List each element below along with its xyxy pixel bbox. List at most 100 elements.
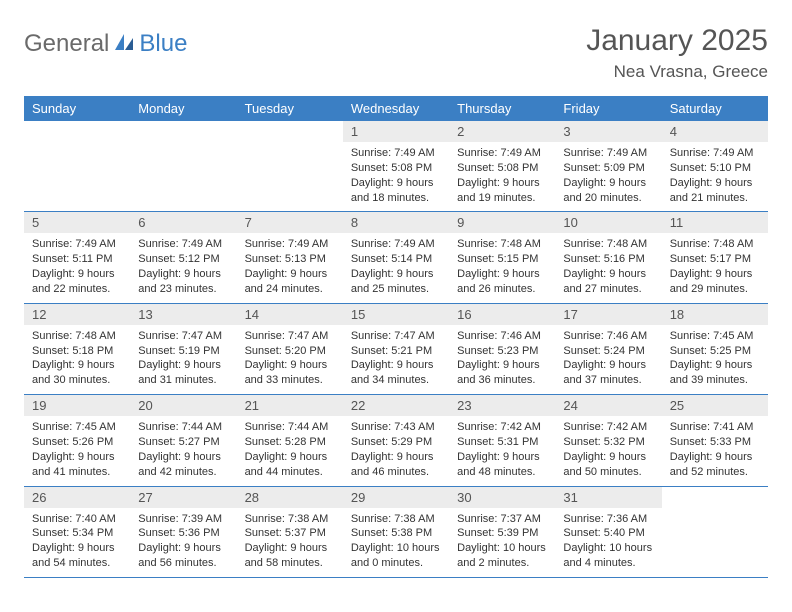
day-number: 26	[24, 487, 130, 508]
day-number: 6	[130, 212, 236, 233]
calendar-cell	[24, 121, 130, 212]
day-content: Sunrise: 7:48 AMSunset: 5:18 PMDaylight:…	[24, 325, 130, 394]
calendar-cell: 21Sunrise: 7:44 AMSunset: 5:28 PMDayligh…	[237, 395, 343, 486]
day-number: 31	[555, 487, 661, 508]
day-content: Sunrise: 7:45 AMSunset: 5:25 PMDaylight:…	[662, 325, 768, 394]
day-content: Sunrise: 7:49 AMSunset: 5:08 PMDaylight:…	[449, 142, 555, 211]
calendar-cell: 31Sunrise: 7:36 AMSunset: 5:40 PMDayligh…	[555, 486, 661, 577]
day-number: 27	[130, 487, 236, 508]
logo-text-2: Blue	[139, 30, 187, 58]
day-header: Sunday	[24, 96, 130, 121]
day-number: 5	[24, 212, 130, 233]
day-content: Sunrise: 7:49 AMSunset: 5:14 PMDaylight:…	[343, 233, 449, 302]
day-number: 3	[555, 121, 661, 142]
calendar-cell: 22Sunrise: 7:43 AMSunset: 5:29 PMDayligh…	[343, 395, 449, 486]
calendar-body: 1Sunrise: 7:49 AMSunset: 5:08 PMDaylight…	[24, 121, 768, 577]
calendar-cell: 9Sunrise: 7:48 AMSunset: 5:15 PMDaylight…	[449, 212, 555, 303]
day-content: Sunrise: 7:48 AMSunset: 5:17 PMDaylight:…	[662, 233, 768, 302]
calendar-cell: 15Sunrise: 7:47 AMSunset: 5:21 PMDayligh…	[343, 303, 449, 394]
calendar-week-row: 19Sunrise: 7:45 AMSunset: 5:26 PMDayligh…	[24, 395, 768, 486]
day-content: Sunrise: 7:48 AMSunset: 5:15 PMDaylight:…	[449, 233, 555, 302]
day-content: Sunrise: 7:47 AMSunset: 5:21 PMDaylight:…	[343, 325, 449, 394]
calendar-cell: 18Sunrise: 7:45 AMSunset: 5:25 PMDayligh…	[662, 303, 768, 394]
calendar-cell: 14Sunrise: 7:47 AMSunset: 5:20 PMDayligh…	[237, 303, 343, 394]
day-content: Sunrise: 7:39 AMSunset: 5:36 PMDaylight:…	[130, 508, 236, 577]
day-content: Sunrise: 7:38 AMSunset: 5:38 PMDaylight:…	[343, 508, 449, 577]
day-content: Sunrise: 7:47 AMSunset: 5:19 PMDaylight:…	[130, 325, 236, 394]
day-number: 17	[555, 304, 661, 325]
location: Nea Vrasna, Greece	[586, 62, 768, 82]
day-number	[237, 121, 343, 142]
day-content: Sunrise: 7:44 AMSunset: 5:28 PMDaylight:…	[237, 416, 343, 485]
day-content: Sunrise: 7:49 AMSunset: 5:13 PMDaylight:…	[237, 233, 343, 302]
calendar-header-row: SundayMondayTuesdayWednesdayThursdayFrid…	[24, 96, 768, 121]
day-content: Sunrise: 7:49 AMSunset: 5:09 PMDaylight:…	[555, 142, 661, 211]
calendar-cell: 13Sunrise: 7:47 AMSunset: 5:19 PMDayligh…	[130, 303, 236, 394]
logo: General Blue	[24, 30, 187, 58]
month-title: January 2025	[586, 24, 768, 58]
day-number: 8	[343, 212, 449, 233]
day-header: Saturday	[662, 96, 768, 121]
calendar-cell: 7Sunrise: 7:49 AMSunset: 5:13 PMDaylight…	[237, 212, 343, 303]
calendar-cell: 10Sunrise: 7:48 AMSunset: 5:16 PMDayligh…	[555, 212, 661, 303]
day-content: Sunrise: 7:47 AMSunset: 5:20 PMDaylight:…	[237, 325, 343, 394]
day-number: 24	[555, 395, 661, 416]
day-number: 2	[449, 121, 555, 142]
calendar-table: SundayMondayTuesdayWednesdayThursdayFrid…	[24, 96, 768, 578]
calendar-cell: 30Sunrise: 7:37 AMSunset: 5:39 PMDayligh…	[449, 486, 555, 577]
calendar-cell: 24Sunrise: 7:42 AMSunset: 5:32 PMDayligh…	[555, 395, 661, 486]
calendar-cell: 1Sunrise: 7:49 AMSunset: 5:08 PMDaylight…	[343, 121, 449, 212]
calendar-cell	[130, 121, 236, 212]
day-number: 1	[343, 121, 449, 142]
day-content: Sunrise: 7:42 AMSunset: 5:32 PMDaylight:…	[555, 416, 661, 485]
day-content: Sunrise: 7:38 AMSunset: 5:37 PMDaylight:…	[237, 508, 343, 577]
day-content: Sunrise: 7:49 AMSunset: 5:08 PMDaylight:…	[343, 142, 449, 211]
day-number: 11	[662, 212, 768, 233]
day-content: Sunrise: 7:43 AMSunset: 5:29 PMDaylight:…	[343, 416, 449, 485]
day-header: Thursday	[449, 96, 555, 121]
day-content: Sunrise: 7:44 AMSunset: 5:27 PMDaylight:…	[130, 416, 236, 485]
day-number: 9	[449, 212, 555, 233]
day-content: Sunrise: 7:37 AMSunset: 5:39 PMDaylight:…	[449, 508, 555, 577]
calendar-cell: 16Sunrise: 7:46 AMSunset: 5:23 PMDayligh…	[449, 303, 555, 394]
day-number	[662, 487, 768, 508]
day-header: Monday	[130, 96, 236, 121]
calendar-cell: 27Sunrise: 7:39 AMSunset: 5:36 PMDayligh…	[130, 486, 236, 577]
calendar-cell	[662, 486, 768, 577]
day-number: 19	[24, 395, 130, 416]
day-number	[24, 121, 130, 142]
calendar-cell: 4Sunrise: 7:49 AMSunset: 5:10 PMDaylight…	[662, 121, 768, 212]
calendar-cell: 25Sunrise: 7:41 AMSunset: 5:33 PMDayligh…	[662, 395, 768, 486]
header: General Blue January 2025 Nea Vrasna, Gr…	[24, 24, 768, 82]
calendar-week-row: 12Sunrise: 7:48 AMSunset: 5:18 PMDayligh…	[24, 303, 768, 394]
calendar-cell: 8Sunrise: 7:49 AMSunset: 5:14 PMDaylight…	[343, 212, 449, 303]
day-number: 15	[343, 304, 449, 325]
calendar-week-row: 26Sunrise: 7:40 AMSunset: 5:34 PMDayligh…	[24, 486, 768, 577]
day-number: 16	[449, 304, 555, 325]
calendar-cell: 28Sunrise: 7:38 AMSunset: 5:37 PMDayligh…	[237, 486, 343, 577]
day-number: 4	[662, 121, 768, 142]
day-number: 13	[130, 304, 236, 325]
calendar-cell: 23Sunrise: 7:42 AMSunset: 5:31 PMDayligh…	[449, 395, 555, 486]
calendar-cell: 19Sunrise: 7:45 AMSunset: 5:26 PMDayligh…	[24, 395, 130, 486]
calendar-cell: 2Sunrise: 7:49 AMSunset: 5:08 PMDaylight…	[449, 121, 555, 212]
day-content: Sunrise: 7:40 AMSunset: 5:34 PMDaylight:…	[24, 508, 130, 577]
day-header: Friday	[555, 96, 661, 121]
calendar-week-row: 1Sunrise: 7:49 AMSunset: 5:08 PMDaylight…	[24, 121, 768, 212]
day-number: 10	[555, 212, 661, 233]
day-number: 20	[130, 395, 236, 416]
day-header: Wednesday	[343, 96, 449, 121]
day-content: Sunrise: 7:46 AMSunset: 5:23 PMDaylight:…	[449, 325, 555, 394]
calendar-cell: 5Sunrise: 7:49 AMSunset: 5:11 PMDaylight…	[24, 212, 130, 303]
calendar-cell: 12Sunrise: 7:48 AMSunset: 5:18 PMDayligh…	[24, 303, 130, 394]
day-content: Sunrise: 7:49 AMSunset: 5:12 PMDaylight:…	[130, 233, 236, 302]
calendar-cell: 20Sunrise: 7:44 AMSunset: 5:27 PMDayligh…	[130, 395, 236, 486]
day-number: 7	[237, 212, 343, 233]
day-number: 28	[237, 487, 343, 508]
day-number: 22	[343, 395, 449, 416]
day-number: 21	[237, 395, 343, 416]
day-number: 25	[662, 395, 768, 416]
calendar-cell	[237, 121, 343, 212]
calendar-cell: 6Sunrise: 7:49 AMSunset: 5:12 PMDaylight…	[130, 212, 236, 303]
calendar-cell: 17Sunrise: 7:46 AMSunset: 5:24 PMDayligh…	[555, 303, 661, 394]
